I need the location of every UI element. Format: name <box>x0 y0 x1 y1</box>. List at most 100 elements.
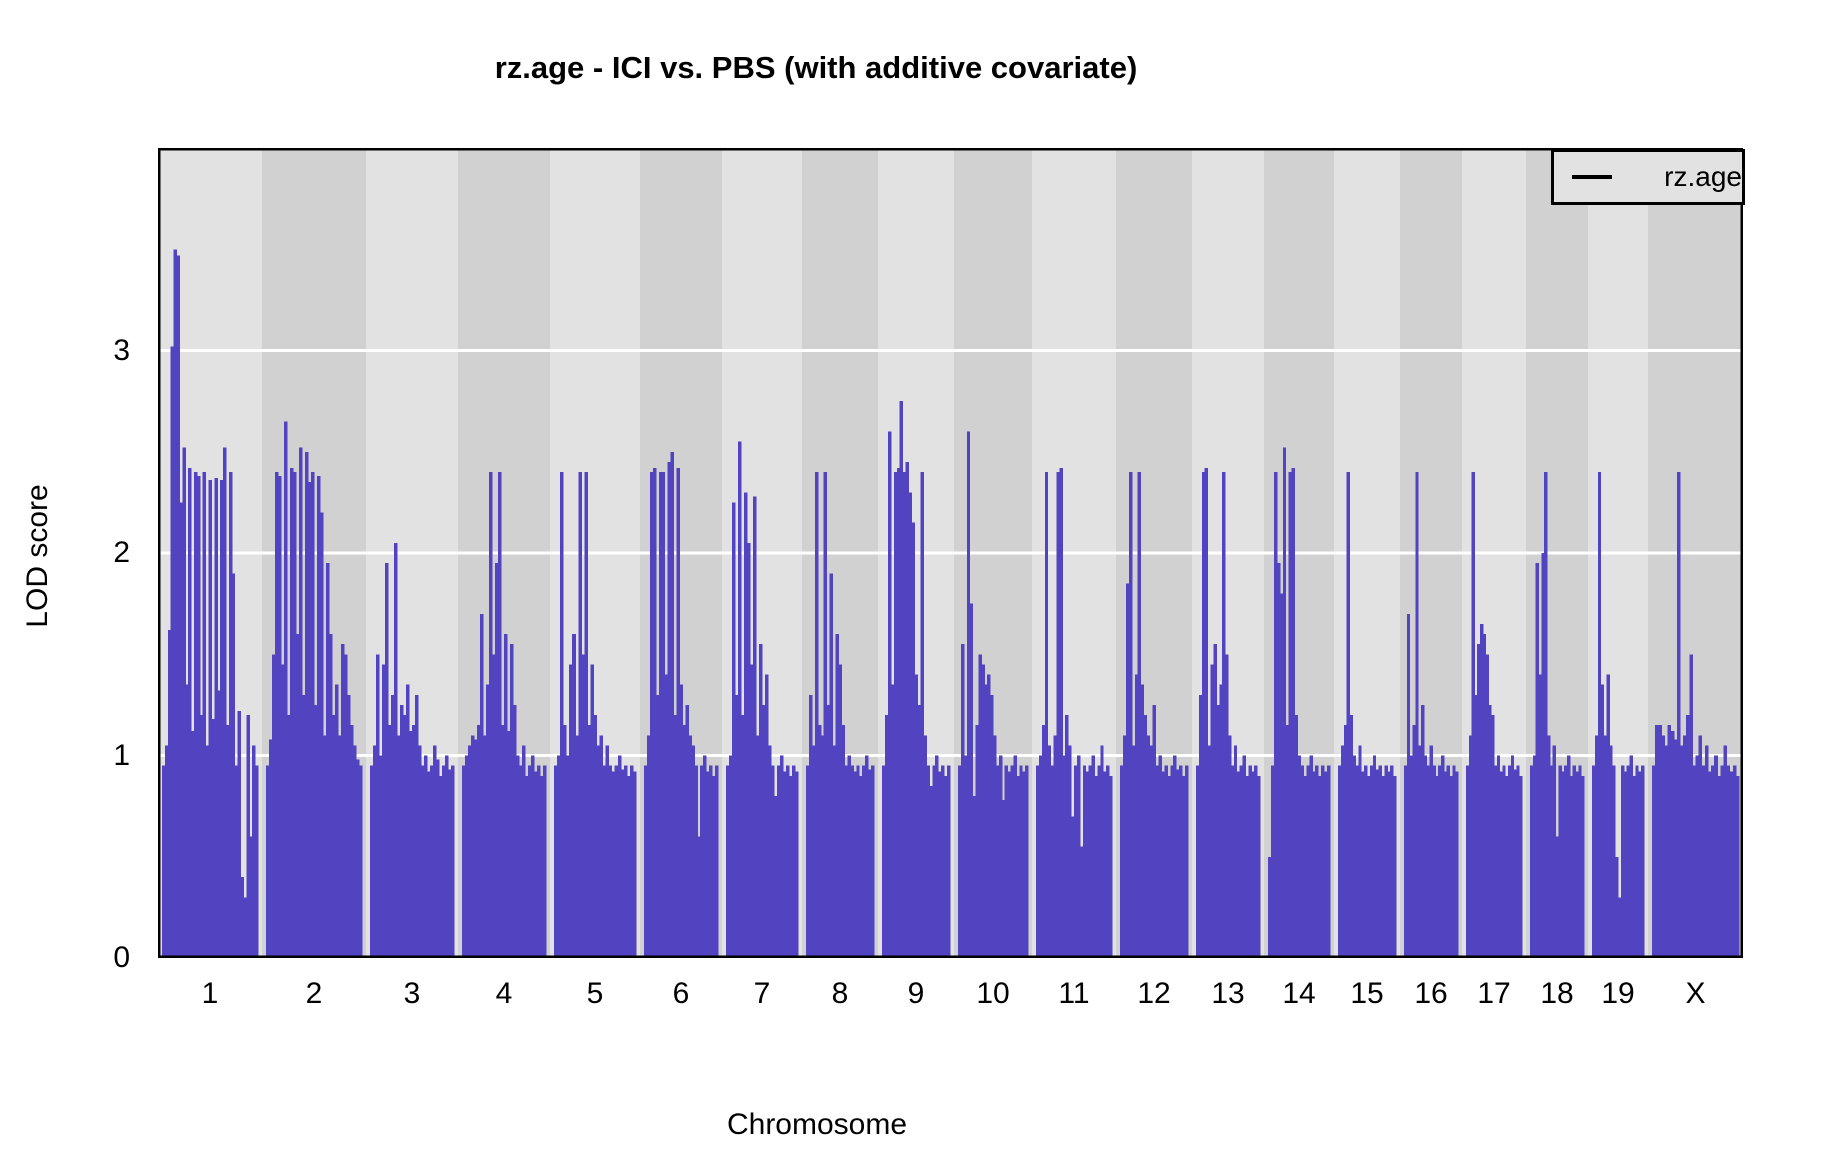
lod-bar <box>1717 775 1721 958</box>
lod-bar <box>923 735 927 958</box>
lod-bar <box>1558 765 1562 958</box>
lod-bar <box>1062 755 1066 958</box>
lod-bar <box>753 496 757 958</box>
lod-bar <box>1544 472 1548 958</box>
lod-bar <box>853 771 857 958</box>
lod-bar <box>1349 715 1353 958</box>
lod-bar <box>676 467 681 958</box>
lod-bar <box>990 694 994 958</box>
x-tick-label: 4 <box>495 977 513 1010</box>
lod-bar <box>483 735 487 958</box>
lod-bar <box>394 542 398 958</box>
lod-bar <box>1164 765 1168 958</box>
lod-bar <box>1100 745 1104 958</box>
lod-bar <box>205 745 210 958</box>
lod-bar <box>1592 765 1596 958</box>
lod-bar <box>329 634 333 958</box>
lod-bar <box>975 725 979 958</box>
lod-bar <box>323 735 327 958</box>
lod-bar <box>783 771 787 958</box>
lod-bar <box>1355 765 1359 958</box>
lod-bar <box>249 836 253 958</box>
lod-bar <box>688 735 692 958</box>
lod-bar <box>856 765 860 958</box>
lod-bar <box>495 563 499 958</box>
lod-bar <box>926 765 930 958</box>
lod-bar <box>929 785 933 958</box>
lod-bar <box>1686 715 1690 958</box>
lod-bar <box>335 684 339 958</box>
lod-bar <box>1273 472 1278 958</box>
lod-bar <box>1707 771 1712 958</box>
lod-bar <box>1609 745 1613 958</box>
lod-bar <box>1415 472 1419 958</box>
lod-bar <box>1494 765 1498 958</box>
lod-bar <box>214 478 218 958</box>
lod-bar <box>1207 745 1212 958</box>
lod-bar <box>1309 755 1313 958</box>
lod-bar <box>1097 765 1101 958</box>
lod-bar <box>972 796 976 958</box>
lod-bar <box>311 472 315 958</box>
lod-bar <box>712 775 716 958</box>
lod-bar <box>774 796 778 958</box>
lod-bar <box>1288 472 1293 958</box>
lod-bar <box>237 710 242 958</box>
lod-bar <box>1726 765 1731 958</box>
lod-bar <box>626 775 631 958</box>
lod-bar <box>1103 771 1107 958</box>
lod-bar <box>1623 771 1628 958</box>
lod-bar <box>191 731 195 958</box>
lod-bar <box>173 249 178 958</box>
lod-bar <box>1001 800 1006 958</box>
lod-bar <box>341 644 345 958</box>
lod-bar <box>359 765 363 958</box>
lod-bar <box>581 654 585 958</box>
lod-bar <box>557 755 561 958</box>
lod-bar <box>504 634 508 958</box>
lod-bar <box>176 255 180 958</box>
x-tick-label: 2 <box>305 977 323 1010</box>
lod-bar <box>620 769 625 958</box>
lod-bar <box>1222 472 1226 958</box>
lod-bar <box>1242 755 1246 958</box>
lod-bar <box>275 472 279 958</box>
lod-bar <box>814 472 819 958</box>
x-tick-label: 9 <box>907 977 925 1010</box>
lod-bar <box>1109 775 1113 958</box>
lod-bar <box>543 765 547 958</box>
lod-bar <box>1499 771 1503 958</box>
x-tick-label: 17 <box>1477 977 1511 1010</box>
lod-bar <box>305 451 309 958</box>
lod-bar <box>510 644 514 958</box>
lod-bar <box>1652 765 1656 958</box>
x-tick-label: 16 <box>1414 977 1448 1010</box>
x-tick-label: 19 <box>1601 977 1635 1010</box>
x-tick-label: 18 <box>1540 977 1574 1010</box>
lod-bar <box>1449 775 1453 958</box>
lod-bar <box>890 684 895 958</box>
lod-bar <box>1406 613 1411 958</box>
lod-bar <box>498 472 502 958</box>
lod-bar <box>477 725 481 958</box>
lod-bar <box>1230 765 1235 958</box>
lod-bar <box>932 765 936 958</box>
lod-bar <box>436 759 440 958</box>
x-tick-label: 10 <box>976 977 1010 1010</box>
lod-bar <box>415 694 419 958</box>
lod-bar <box>608 765 613 958</box>
lod-bar <box>871 765 875 958</box>
lod-bar <box>1541 553 1545 958</box>
lod-bar <box>382 664 386 958</box>
lod-bar <box>750 664 754 958</box>
lod-bar <box>418 745 422 958</box>
lod-bar <box>789 775 793 958</box>
lod-bar <box>1297 755 1301 958</box>
lod-bar <box>326 563 330 958</box>
lod-bar <box>572 634 576 958</box>
lod-bar <box>332 715 336 958</box>
lod-bar <box>780 755 784 958</box>
lod-bar <box>1315 765 1319 958</box>
lod-bar <box>1552 745 1557 958</box>
